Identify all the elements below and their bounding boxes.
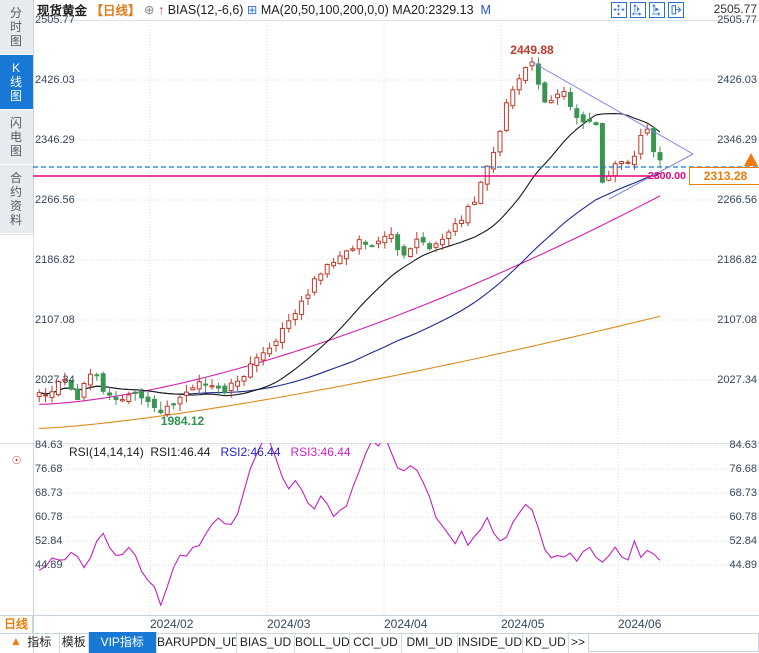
svg-text:1984.12: 1984.12 [161,414,205,428]
svg-text:2449.88: 2449.88 [510,43,554,57]
svg-text:2300.00: 2300.00 [648,170,686,182]
